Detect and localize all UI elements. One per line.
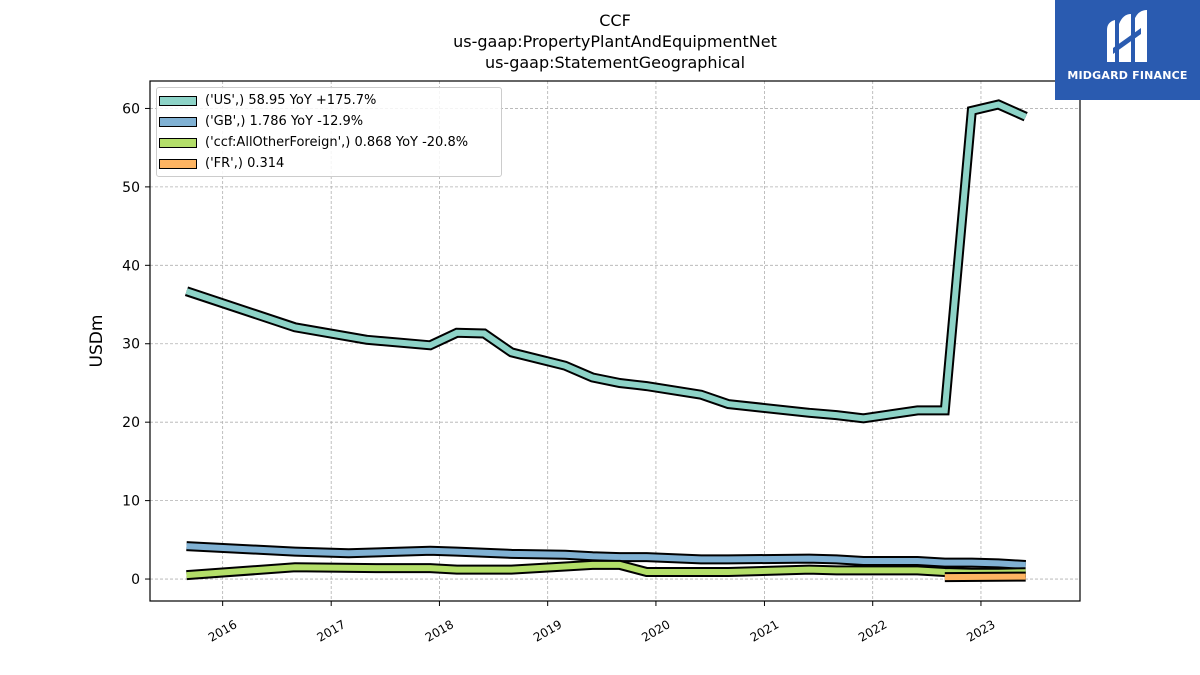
legend-item-fr: ('FR',) 0.314 xyxy=(159,154,499,174)
y-axis-label: USDm xyxy=(87,315,107,368)
legend-label-us: ('US',) 58.95 YoY +175.7% xyxy=(205,93,377,108)
legend-swatch-allotherforeign xyxy=(159,138,197,148)
series-line-fr xyxy=(944,573,1026,581)
legend-label-allotherforeign: ('ccf:AllOtherForeign',) 0.868 YoY -20.8… xyxy=(205,135,469,150)
legend-label-fr: ('FR',) 0.314 xyxy=(205,156,285,171)
y-tick-label-0: 0 xyxy=(131,572,140,588)
x-tick-label-2020: 2020 xyxy=(639,617,672,644)
legend-swatch-gb xyxy=(159,117,197,127)
y-tick-label-10: 10 xyxy=(122,494,140,510)
chart-title-statement: us-gaap:StatementGeographical xyxy=(484,53,746,72)
midgard-m-logo-icon xyxy=(1107,10,1147,62)
x-tick-label-2018: 2018 xyxy=(423,617,456,644)
x-tick-label-2022: 2022 xyxy=(856,617,889,644)
x-tick-label-2019: 2019 xyxy=(531,617,564,644)
legend-swatch-us xyxy=(159,96,197,106)
x-tick-label-2017: 2017 xyxy=(314,617,347,644)
y-tick-label-50: 50 xyxy=(122,180,140,196)
x-tick-label-2023: 2023 xyxy=(964,617,997,644)
x-tick-label-2021: 2021 xyxy=(748,617,781,644)
x-tick-label-2016: 2016 xyxy=(206,617,239,644)
y-tick-label-40: 40 xyxy=(122,258,140,274)
chart-title-ticker: CCF xyxy=(599,11,631,30)
legend-swatch-fr xyxy=(159,159,197,169)
y-tick-label-60: 60 xyxy=(122,101,140,117)
series-line-ccfallotherforeign xyxy=(186,561,1026,579)
y-tick-label-20: 20 xyxy=(122,415,140,431)
chart-legend: ('US',) 58.95 YoY +175.7% ('GB',) 1.786 … xyxy=(156,87,502,177)
plot-frame xyxy=(149,80,1081,602)
logo-text: MIDGARD FINANCE xyxy=(1067,69,1188,82)
legend-item-gb: ('GB',) 1.786 YoY -12.9% xyxy=(159,112,499,132)
chart-title-block: CCF us-gaap:PropertyPlantAndEquipmentNet… xyxy=(0,10,1200,73)
legend-item-us: ('US',) 58.95 YoY +175.7% xyxy=(159,91,499,111)
series-line-gb xyxy=(186,543,1026,568)
y-tick-label-30: 30 xyxy=(122,337,140,353)
legend-label-gb: ('GB',) 1.786 YoY -12.9% xyxy=(205,114,364,129)
midgard-finance-logo: MIDGARD FINANCE xyxy=(1055,0,1200,100)
chart-title-concept: us-gaap:PropertyPlantAndEquipmentNet xyxy=(453,32,777,51)
legend-item-allotherforeign: ('ccf:AllOtherForeign',) 0.868 YoY -20.8… xyxy=(159,133,499,153)
